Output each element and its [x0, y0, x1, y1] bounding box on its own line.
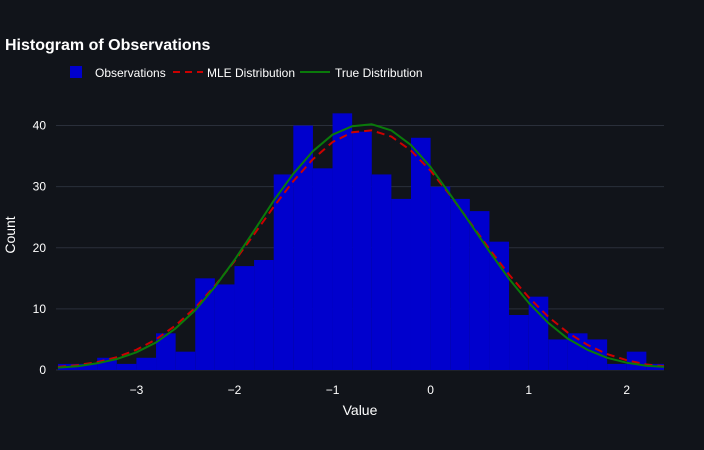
- legend-swatch-observations: [70, 66, 82, 78]
- histogram-bar: [312, 168, 333, 370]
- histogram-bar: [332, 113, 353, 370]
- y-tick-label: 0: [39, 363, 46, 377]
- x-tick-label: 1: [525, 383, 532, 397]
- histogram-bar: [607, 363, 627, 370]
- legend-item-observations[interactable]: Observations: [70, 66, 166, 80]
- histogram-bar: [175, 351, 196, 370]
- histogram-bar: [391, 198, 411, 370]
- histogram-bar: [548, 339, 568, 370]
- x-axis-label: Value: [343, 402, 378, 418]
- y-tick-label: 40: [33, 119, 47, 133]
- histogram-bar: [254, 260, 274, 370]
- legend-label-mle: MLE Distribution: [207, 66, 295, 80]
- histogram-bar: [214, 284, 235, 370]
- y-tick-label: 30: [33, 180, 47, 194]
- histogram-bar: [136, 357, 157, 370]
- y-axis-label: Count: [2, 216, 18, 253]
- x-axis-ticks: −3 −2 −1 0 1 2: [130, 383, 631, 397]
- histogram-bar: [77, 363, 98, 370]
- legend[interactable]: Observations MLE Distribution True Distr…: [70, 66, 423, 80]
- histogram-bar: [195, 278, 215, 370]
- legend-item-true[interactable]: True Distribution: [300, 66, 423, 80]
- histogram-bar: [626, 351, 647, 370]
- histogram-bar: [156, 333, 176, 370]
- histogram-bars: [57, 113, 664, 370]
- x-tick-label: −3: [130, 383, 144, 397]
- legend-label-true: True Distribution: [335, 66, 423, 80]
- histogram-bar: [528, 296, 549, 370]
- distribution-curves: [57, 123, 665, 369]
- y-tick-label: 20: [33, 241, 47, 255]
- x-tick-label: −1: [326, 383, 340, 397]
- legend-label-observations: Observations: [95, 66, 166, 80]
- x-tick-label: 0: [427, 383, 434, 397]
- x-tick-label: −2: [228, 383, 242, 397]
- histogram-bar: [489, 241, 510, 370]
- histogram-bar: [116, 363, 137, 370]
- chart-title: Histogram of Observations: [5, 37, 210, 54]
- x-tick-label: 2: [623, 383, 630, 397]
- histogram-bar: [371, 174, 392, 370]
- histogram-bar: [273, 174, 294, 370]
- histogram-bar: [234, 266, 255, 370]
- histogram-bar: [509, 315, 529, 370]
- y-tick-label: 10: [33, 302, 47, 316]
- legend-item-mle[interactable]: MLE Distribution: [173, 66, 295, 80]
- true-distribution-line: [57, 123, 665, 369]
- histogram-bar: [410, 137, 431, 370]
- histogram-bar: [469, 211, 490, 370]
- histogram-bar: [450, 198, 470, 370]
- histogram-bar: [293, 125, 313, 370]
- mle-distribution-line: [57, 129, 665, 368]
- histogram-bar: [430, 186, 451, 370]
- histogram-bar: [352, 131, 372, 370]
- y-axis-ticks: 0 10 20 30 40: [33, 119, 47, 377]
